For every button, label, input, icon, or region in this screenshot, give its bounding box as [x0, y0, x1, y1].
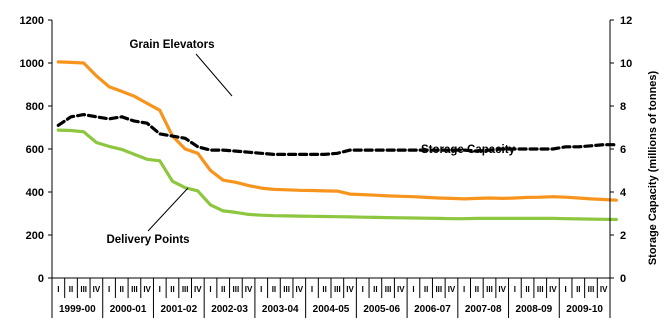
quarter-label: I	[463, 285, 465, 294]
quarter-label: I	[564, 285, 566, 294]
year-label: 2000-01	[110, 304, 147, 315]
annotation-grain-elevators: Grain Elevators	[129, 39, 214, 51]
quarter-label: I	[412, 285, 414, 294]
right-axis-tick-label: 12	[620, 15, 632, 27]
series-line-grain-elevators	[56, 60, 618, 202]
year-label: 1999-00	[59, 304, 96, 315]
year-label: 2006-07	[414, 304, 451, 315]
quarter-label: II	[322, 285, 326, 294]
right-axis-tick-label: 10	[620, 58, 632, 70]
year-label: 2007-08	[465, 304, 502, 315]
series-line-delivery-points	[56, 128, 618, 222]
quarter-label: IV	[245, 285, 253, 294]
series-layer	[56, 60, 618, 222]
quarter-label: III	[435, 285, 442, 294]
quarter-label: IV	[549, 285, 557, 294]
left-axis-tick-label: 200	[26, 230, 44, 242]
right-axis-tick-label: 6	[620, 144, 626, 156]
left-axis-tick-label: 0	[38, 273, 44, 285]
right-axis-tick-label: 0	[620, 273, 626, 285]
annotation-leader-delivery-points	[147, 187, 189, 232]
left-axis-tick-label: 400	[26, 187, 44, 199]
quarter-label: II	[576, 285, 580, 294]
year-label: 2004-05	[313, 304, 350, 315]
year-label: 2009-10	[566, 304, 603, 315]
quarter-label: I	[514, 285, 516, 294]
plot-background	[52, 20, 610, 278]
quarter-label: IV	[194, 285, 202, 294]
quarter-label: III	[233, 285, 240, 294]
left-axis-tick-label: 1000	[20, 58, 44, 70]
right-axis-title: Storage Capacity (millions of tonnes)	[647, 70, 659, 265]
quarter-label: I	[108, 285, 110, 294]
quarter-label: III	[182, 285, 189, 294]
quarter-label: II	[475, 285, 479, 294]
annotation-storage-capacity: Storage Capacity	[421, 144, 516, 156]
quarter-label: I	[209, 285, 211, 294]
quarter-label: II	[120, 285, 124, 294]
quarter-label: III	[537, 285, 544, 294]
quarter-label: IV	[346, 285, 354, 294]
quarter-label: IV	[143, 285, 151, 294]
quarter-label: II	[525, 285, 529, 294]
series-line-storage-capacity	[56, 113, 618, 156]
quarter-label: II	[424, 285, 428, 294]
quarter-label: III	[588, 285, 595, 294]
quarter-label: IV	[600, 285, 608, 294]
quarter-label: II	[221, 285, 225, 294]
year-label: 2003-04	[262, 304, 299, 315]
left-axis-tick-label: 1200	[20, 15, 44, 27]
quarter-label: I	[311, 285, 313, 294]
quarter-label: III	[283, 285, 290, 294]
quarter-label: III	[131, 285, 138, 294]
quarter-label: II	[69, 285, 73, 294]
year-label: 2005-06	[363, 304, 400, 315]
right-axis-tick-label: 8	[620, 101, 626, 113]
quarter-label: II	[170, 285, 174, 294]
year-label: 2002-03	[211, 304, 248, 315]
annotation-layer: Grain Elevators Storage Capacity Delivery …	[106, 39, 515, 246]
right-axis-tick-label: 2	[620, 230, 626, 242]
quarter-label: II	[373, 285, 377, 294]
quarter-label: I	[260, 285, 262, 294]
quarter-label: III	[385, 285, 392, 294]
quarter-label: IV	[498, 285, 506, 294]
quarter-label: II	[272, 285, 276, 294]
quarter-label: IV	[296, 285, 304, 294]
quarter-label: IV	[448, 285, 456, 294]
annotation-leader-grain-elevators	[195, 53, 233, 97]
quarter-label: I	[362, 285, 364, 294]
quarter-label: I	[159, 285, 161, 294]
right-axis-tick-label: 4	[620, 187, 627, 199]
left-axis-tick-label: 800	[26, 101, 44, 113]
quarter-label: III	[80, 285, 87, 294]
left-axis-tick-label: 600	[26, 144, 44, 156]
plot-area	[52, 20, 610, 278]
annotation-delivery-points: Delivery Points	[106, 234, 189, 246]
quarter-label: I	[57, 285, 59, 294]
year-label: 2001-02	[160, 304, 197, 315]
quarter-label: III	[334, 285, 341, 294]
quarter-label: IV	[397, 285, 405, 294]
quarter-label: IV	[93, 285, 101, 294]
year-label: 2008-09	[516, 304, 553, 315]
quarter-label: III	[486, 285, 493, 294]
